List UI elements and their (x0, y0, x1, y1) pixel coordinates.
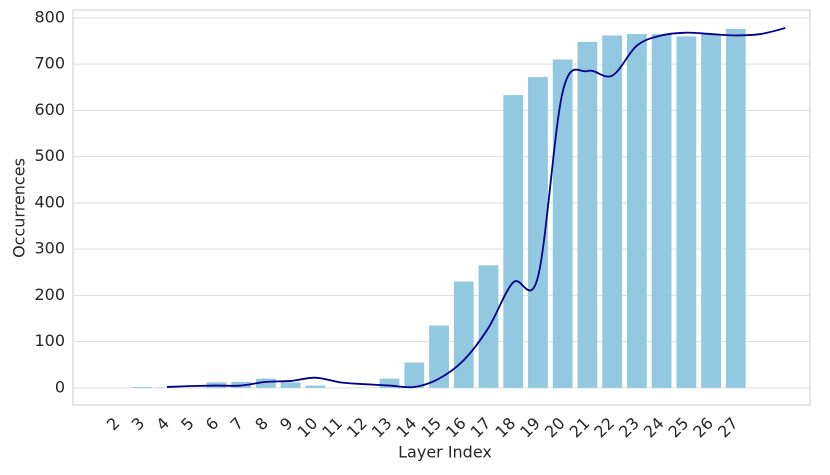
x-tick-label: 12 (343, 414, 371, 442)
x-tick-label: 9 (276, 414, 297, 435)
x-tick-label: 15 (417, 414, 445, 442)
x-tick-label: 6 (202, 414, 223, 435)
x-tick-label: 23 (615, 414, 643, 442)
bar (676, 36, 697, 388)
bar (552, 59, 573, 388)
x-tick-label: 11 (318, 414, 346, 442)
bar (701, 34, 721, 388)
bar (577, 41, 598, 388)
x-tick-label: 19 (516, 414, 544, 442)
y-tick-label: 800 (34, 7, 65, 26)
bar (453, 281, 474, 388)
x-tick-label: 24 (640, 414, 668, 442)
x-tick-label: 25 (665, 414, 693, 442)
x-tick-label: 27 (714, 414, 742, 442)
bar (132, 386, 153, 388)
x-tick-label: 22 (590, 414, 618, 442)
bar (725, 28, 746, 388)
x-tick-label: 13 (368, 414, 396, 442)
x-axis-label: Layer Index (398, 443, 492, 462)
bar (429, 325, 449, 388)
x-tick-label: 10 (294, 414, 322, 442)
bar (651, 34, 672, 388)
bar (528, 77, 548, 388)
x-tick-label: 18 (491, 414, 519, 442)
x-tick-label: 7 (227, 414, 248, 435)
y-tick-label: 500 (34, 146, 65, 165)
x-tick-label: 14 (392, 414, 420, 442)
bar (280, 382, 301, 388)
bar (404, 362, 425, 388)
x-tick-label: 17 (467, 414, 495, 442)
bar (256, 378, 276, 388)
y-tick-label: 200 (34, 285, 65, 304)
y-tick-label: 600 (34, 100, 65, 119)
bar (602, 35, 623, 388)
x-tick-label: 5 (177, 414, 198, 435)
y-tick-label: 300 (34, 239, 65, 258)
x-tick-label: 26 (689, 414, 717, 442)
y-tick-label: 400 (34, 192, 65, 211)
bar (503, 95, 524, 388)
y-axis-label: Occurrences (10, 158, 29, 258)
x-tick-label: 16 (442, 414, 470, 442)
x-tick-label: 8 (251, 414, 272, 435)
bar (379, 378, 400, 388)
bar (305, 385, 326, 388)
x-tick-label: 3 (128, 414, 149, 435)
y-tick-label: 0 (55, 377, 65, 396)
y-tick-label: 700 (34, 54, 65, 73)
bar (626, 34, 647, 388)
x-tick-label: 20 (541, 414, 569, 442)
x-tick-label: 21 (566, 414, 594, 442)
y-tick-label: 100 (34, 331, 65, 350)
x-tick-label: 2 (103, 414, 124, 435)
x-tick-label: 4 (152, 414, 173, 435)
trend-line (166, 27, 786, 389)
